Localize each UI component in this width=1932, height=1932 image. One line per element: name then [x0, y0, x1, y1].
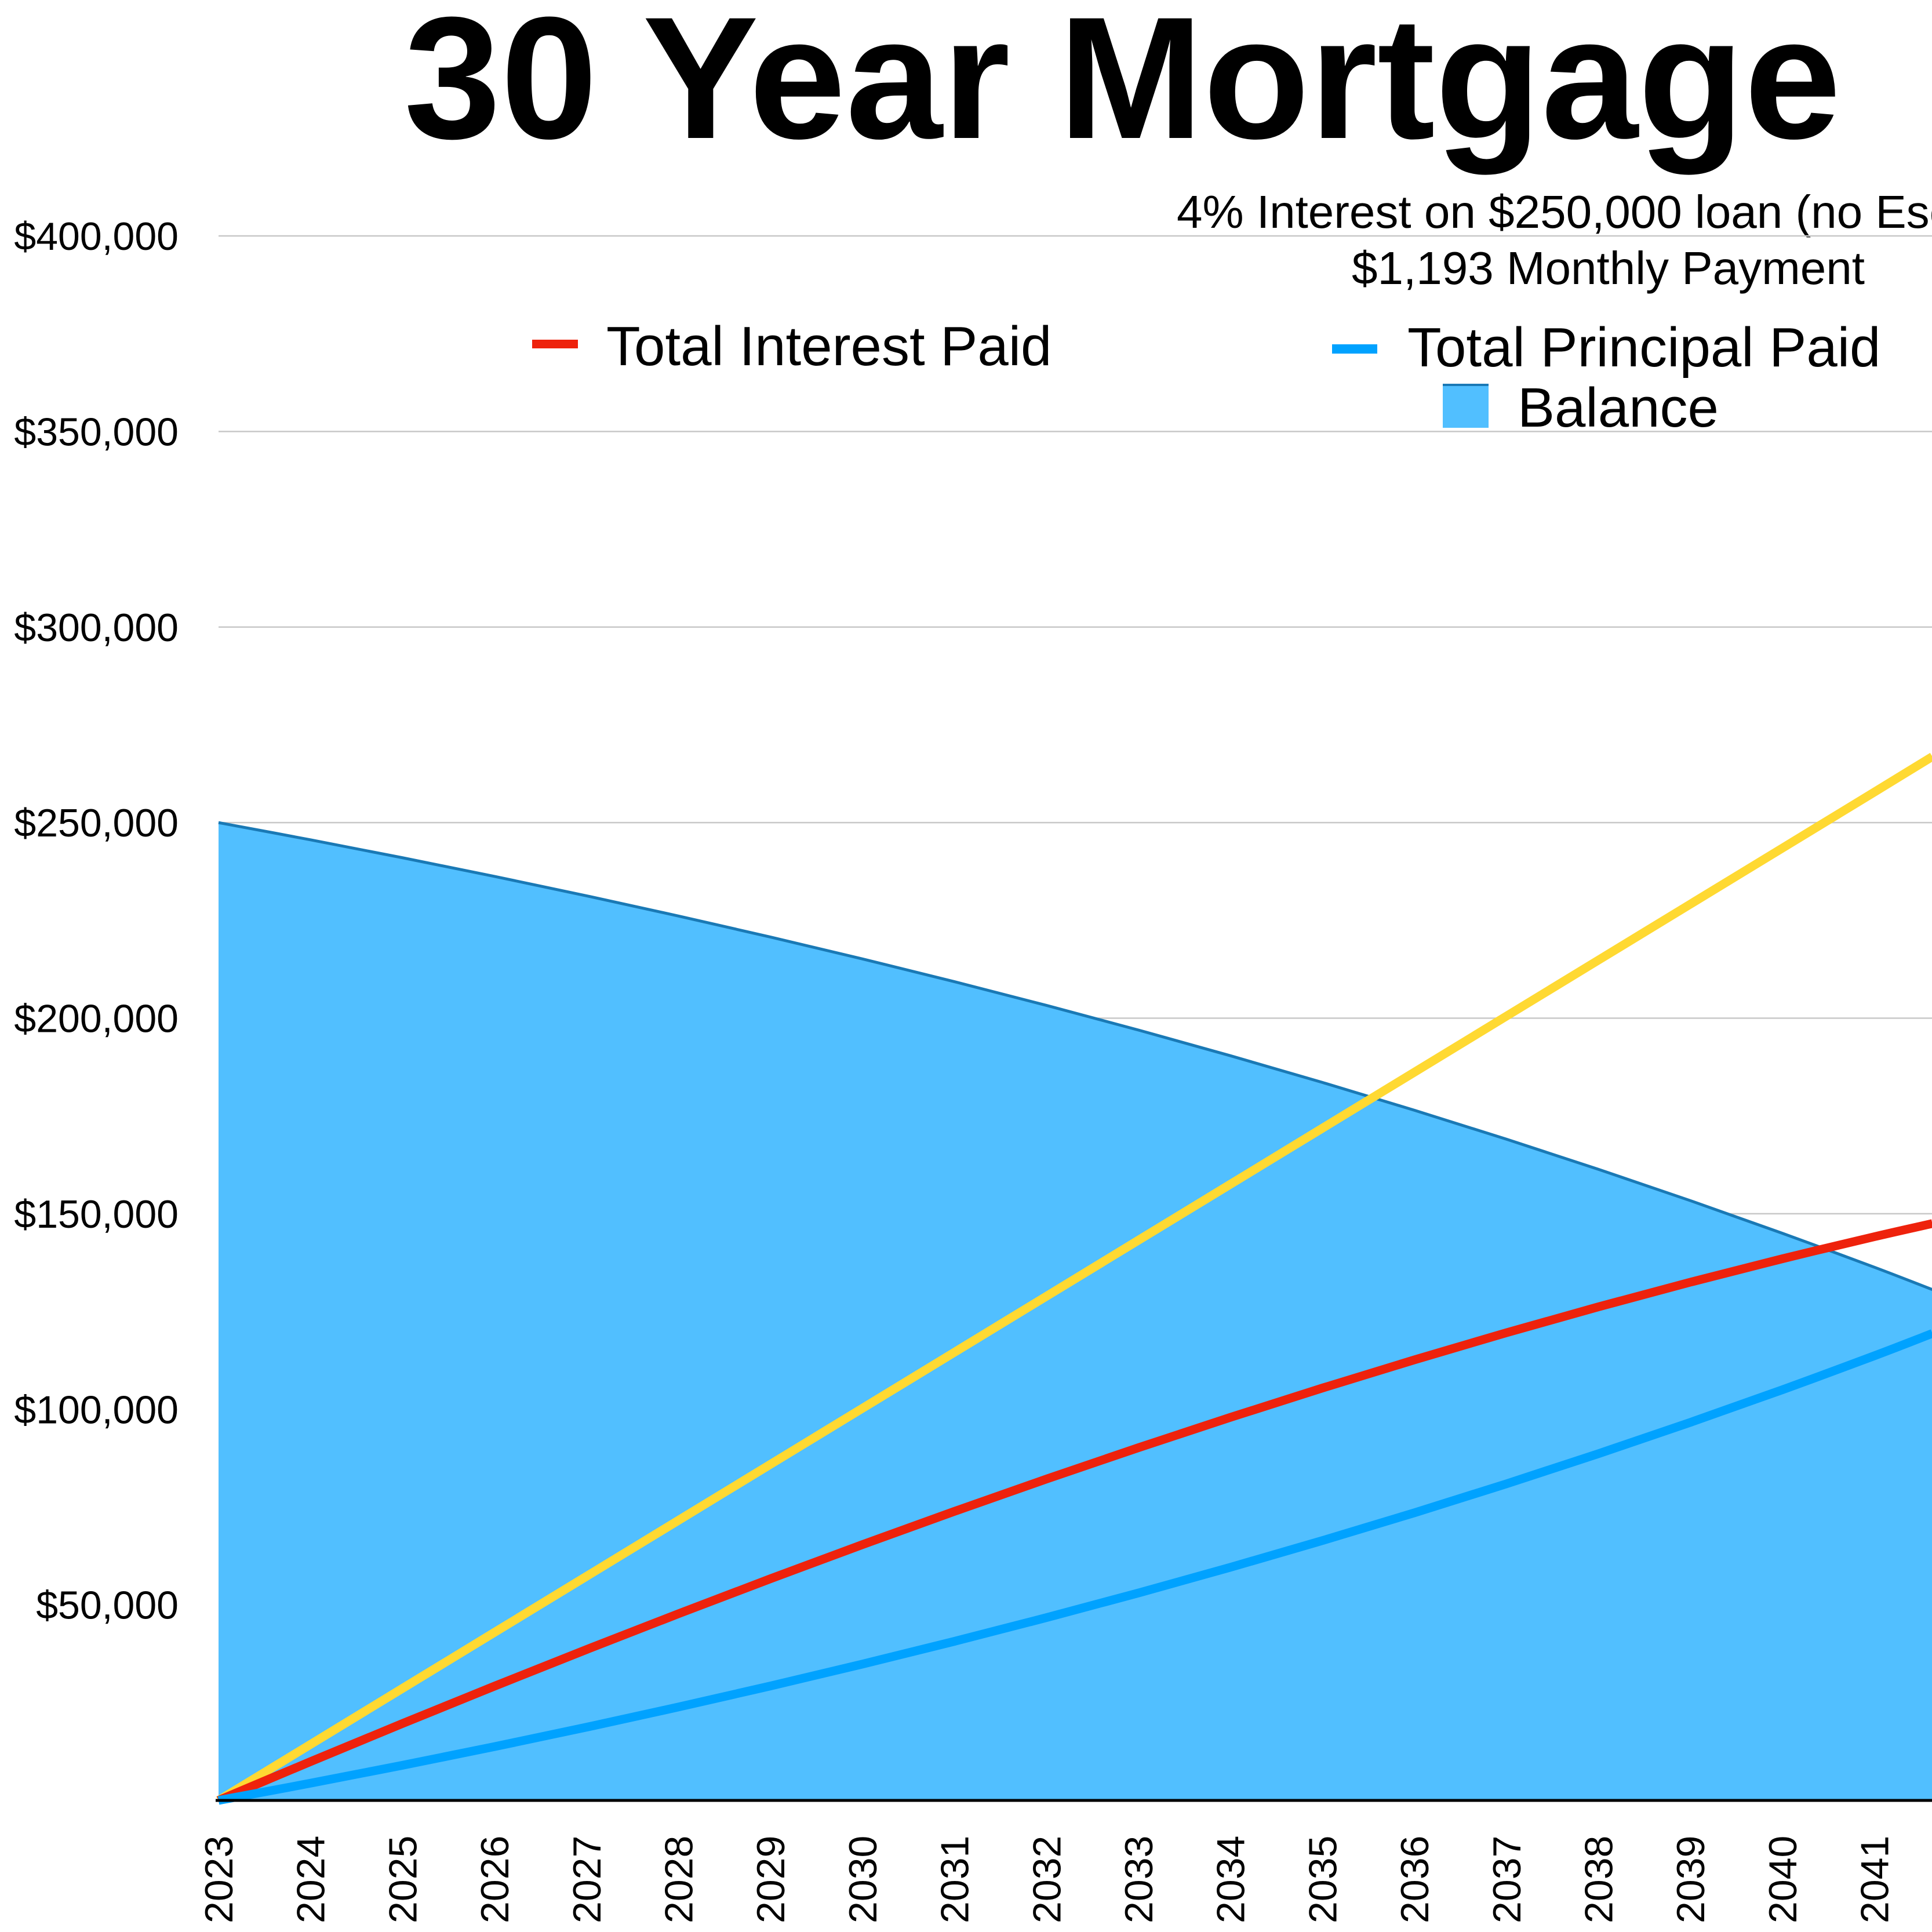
- legend-label: Total Interest Paid: [606, 315, 1051, 377]
- y-tick-label: $250,000: [14, 801, 179, 845]
- x-tick-label: 2025: [381, 1836, 425, 1923]
- legend-item-total-interest-paid: Total Interest Paid: [532, 315, 1051, 377]
- x-tick-label: 2032: [1025, 1836, 1069, 1923]
- total-paid-line: [216, 752, 1932, 1804]
- y-axis-labels: $50,000 $100,000 $150,000 $200,000 $250,000 $…: [14, 214, 179, 1628]
- x-tick-label: 2034: [1209, 1836, 1253, 1923]
- legend-item-balance: Balance: [1443, 377, 1719, 439]
- chart-subtitle-monthly-payment: $1,193 Monthly Payment: [1352, 242, 1865, 294]
- chart-subtitle-loan-terms: 4% Interest on $250,000 loan (no Escro: [1177, 186, 1932, 238]
- balance-area-outline: [218, 821, 1932, 1291]
- total-principal-paid-line: [217, 1329, 1932, 1805]
- x-tick-label: 2029: [749, 1836, 793, 1923]
- y-tick-label: $100,000: [14, 1388, 179, 1432]
- legend-swatch-red-line-icon: [532, 340, 578, 348]
- legend-swatch-blue-line-icon: [1332, 344, 1377, 354]
- legend-swatch-area-outline: [1443, 384, 1489, 386]
- x-tick-label: 2024: [289, 1836, 333, 1923]
- legend-swatch-area-icon: [1443, 384, 1489, 428]
- balance-area: [219, 823, 1932, 1800]
- x-tick-label: 2030: [841, 1836, 885, 1923]
- legend-label: Balance: [1518, 377, 1719, 439]
- x-axis-labels: 2023 2024 2025 2026 2027 2028 2029 2030 2031 2032…: [197, 1836, 1897, 1923]
- legend-item-total-principal-paid: Total Principal Paid: [1332, 316, 1880, 379]
- y-tick-label: $150,000: [14, 1192, 179, 1236]
- x-tick-label: 2035: [1301, 1836, 1345, 1923]
- x-tick-label: 2031: [933, 1836, 977, 1923]
- x-tick-label: 2026: [473, 1836, 517, 1923]
- chart-title: 30 Year Mortgage: [404, 0, 1841, 176]
- x-tick-label: 2038: [1577, 1836, 1621, 1923]
- y-tick-label: $400,000: [14, 214, 179, 259]
- x-tick-label: 2037: [1485, 1836, 1529, 1923]
- x-tick-label: 2028: [657, 1836, 701, 1923]
- y-tick-label: $200,000: [14, 997, 179, 1041]
- y-tick-label: $350,000: [14, 410, 179, 454]
- x-tick-label: 2040: [1761, 1836, 1805, 1923]
- total-interest-paid-line: [217, 1219, 1932, 1804]
- x-tick-label: 2039: [1669, 1836, 1713, 1923]
- x-tick-label: 2033: [1117, 1836, 1161, 1923]
- x-tick-label: 2023: [197, 1836, 241, 1923]
- x-tick-label: 2027: [565, 1836, 609, 1923]
- y-tick-label: $300,000: [14, 606, 179, 650]
- series-layer: [216, 752, 1932, 1805]
- x-tick-label: 2036: [1393, 1836, 1437, 1923]
- y-tick-label: $50,000: [36, 1584, 179, 1628]
- legend-label: Total Principal Paid: [1407, 316, 1880, 379]
- legend: Total Interest Paid Total Principal Paid…: [532, 315, 1880, 439]
- x-tick-label: 2041: [1853, 1836, 1897, 1923]
